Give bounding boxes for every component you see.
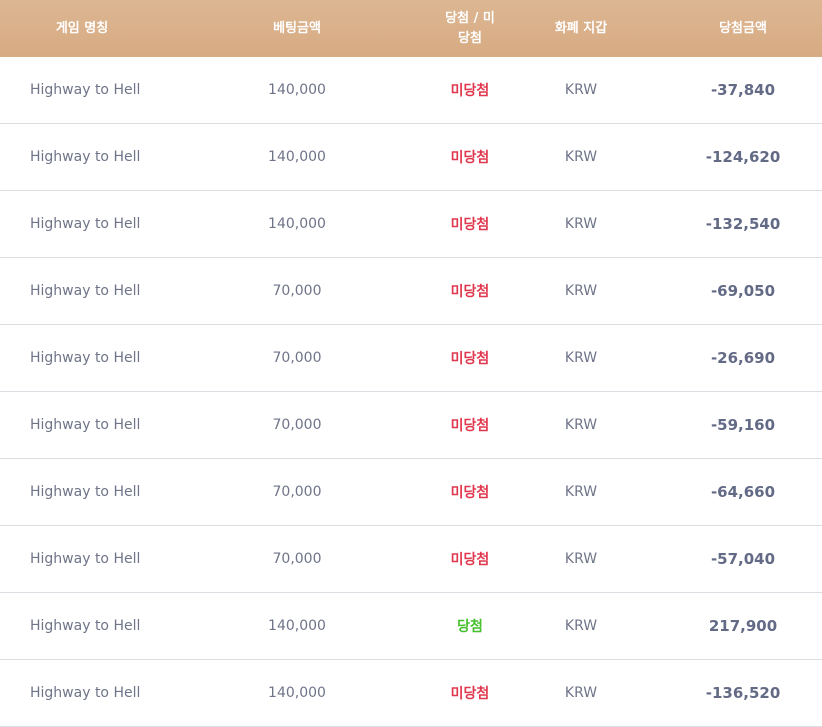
currency: KRW <box>564 417 598 433</box>
bet-amount: 70,000 <box>272 551 322 567</box>
header-cell: 베팅금액 <box>273 20 321 36</box>
currency: KRW <box>564 149 598 165</box>
result: 미당첨 <box>450 284 490 300</box>
header-cell: 당첨금액 <box>719 20 767 36</box>
game-name: Highway to Hell <box>30 484 141 500</box>
bet-amount: 140,000 <box>268 149 326 165</box>
header-cell: 당첨 / 미당첨 <box>445 10 495 46</box>
win-amount: -26,690 <box>710 349 776 367</box>
table-row: Highway to Hell 140,000 미당첨 KRW -136,520 <box>0 660 822 727</box>
bet-amount: 70,000 <box>272 484 322 500</box>
table-row: Highway to Hell 70,000 미당첨 KRW -26,690 <box>0 325 822 392</box>
game-name: Highway to Hell <box>30 216 141 232</box>
currency: KRW <box>564 216 598 232</box>
win-amount: -136,520 <box>705 684 781 702</box>
currency: KRW <box>564 551 598 567</box>
win-amount: -57,040 <box>710 550 776 568</box>
game-name: Highway to Hell <box>30 283 141 299</box>
win-amount: -132,540 <box>705 215 781 233</box>
header-cell: 화폐 지갑 <box>554 20 608 36</box>
table-header: 게임 명칭 베팅금액 당첨 / 미당첨 화폐 지갑 당첨금액 <box>0 0 822 57</box>
result: 미당첨 <box>450 83 490 99</box>
result: 미당첨 <box>450 686 490 702</box>
result: 미당첨 <box>450 150 490 166</box>
table-row: Highway to Hell 70,000 미당첨 KRW -69,050 <box>0 258 822 325</box>
header-cell: 게임 명칭 <box>55 20 109 36</box>
win-amount: -59,160 <box>710 416 776 434</box>
bet-amount: 140,000 <box>268 216 326 232</box>
result: 미당첨 <box>450 351 490 367</box>
game-name: Highway to Hell <box>30 149 141 165</box>
win-amount: -64,660 <box>710 483 776 501</box>
game-name: Highway to Hell <box>30 618 141 634</box>
bet-amount: 140,000 <box>268 685 326 701</box>
bet-amount: 70,000 <box>272 283 322 299</box>
result: 미당첨 <box>450 552 490 568</box>
result: 당첨 <box>457 619 483 635</box>
currency: KRW <box>564 82 598 98</box>
win-amount: -124,620 <box>705 148 781 166</box>
currency: KRW <box>564 283 598 299</box>
win-amount: -37,840 <box>710 81 776 99</box>
table-row: Highway to Hell 140,000 당첨 KRW 217,900 <box>0 593 822 660</box>
table-row: Highway to Hell 70,000 미당첨 KRW -57,040 <box>0 526 822 593</box>
game-name: Highway to Hell <box>30 350 141 366</box>
table-row: Highway to Hell 140,000 미당첨 KRW -124,620 <box>0 124 822 191</box>
win-amount: 217,900 <box>708 617 778 635</box>
table-row: Highway to Hell 70,000 미당첨 KRW -59,160 <box>0 392 822 459</box>
result: 미당첨 <box>450 217 490 233</box>
currency: KRW <box>564 350 598 366</box>
bet-amount: 70,000 <box>272 417 322 433</box>
result: 미당첨 <box>450 418 490 434</box>
table-row: Highway to Hell 70,000 미당첨 KRW -64,660 <box>0 459 822 526</box>
game-name: Highway to Hell <box>30 685 141 701</box>
game-name: Highway to Hell <box>30 82 141 98</box>
bet-amount: 140,000 <box>268 82 326 98</box>
table-row: Highway to Hell 140,000 미당첨 KRW -37,840 <box>0 57 822 124</box>
result: 미당첨 <box>450 485 490 501</box>
currency: KRW <box>564 685 598 701</box>
bet-amount: 140,000 <box>268 618 326 634</box>
game-name: Highway to Hell <box>30 551 141 567</box>
currency: KRW <box>564 484 598 500</box>
currency: KRW <box>564 618 598 634</box>
game-name: Highway to Hell <box>30 417 141 433</box>
table-row: Highway to Hell 140,000 미당첨 KRW -132,540 <box>0 191 822 258</box>
win-amount: -69,050 <box>710 282 776 300</box>
bet-amount: 70,000 <box>272 350 322 366</box>
